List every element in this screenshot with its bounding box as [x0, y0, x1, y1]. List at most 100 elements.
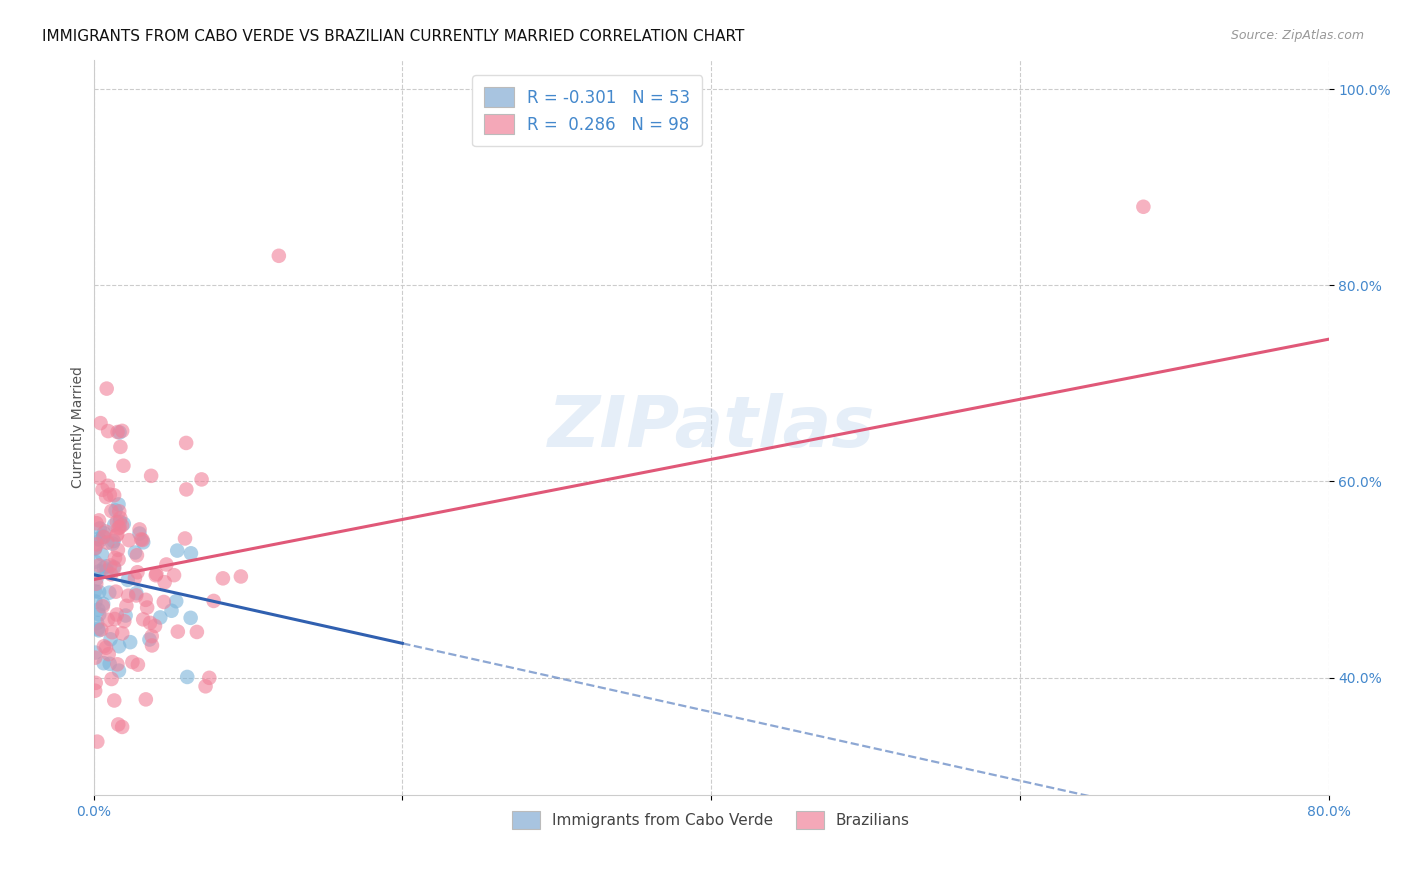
- Point: [108, 639, 131, 653]
- Point: [101, 625, 124, 640]
- Point: [105, 657, 128, 672]
- Point: [180, 611, 202, 625]
- Point: [87, 602, 110, 616]
- Point: [84, 594, 107, 608]
- Point: [124, 571, 146, 585]
- Point: [166, 543, 188, 558]
- Point: [107, 717, 129, 731]
- Point: [117, 573, 139, 587]
- Point: [107, 521, 129, 535]
- Point: [124, 545, 146, 559]
- Point: [166, 624, 188, 639]
- Point: [141, 639, 163, 653]
- Point: [131, 533, 153, 547]
- Point: [103, 693, 125, 707]
- Point: [100, 504, 122, 518]
- Point: [111, 518, 134, 533]
- Point: [103, 517, 125, 532]
- Point: [176, 483, 198, 497]
- Point: [155, 558, 177, 572]
- Point: [103, 560, 125, 574]
- Point: [121, 655, 143, 669]
- Point: [103, 534, 125, 549]
- Point: [180, 546, 202, 560]
- Point: [93, 640, 115, 654]
- Point: [93, 656, 115, 670]
- Point: [89, 607, 111, 622]
- Point: [174, 532, 197, 546]
- Point: [194, 679, 217, 693]
- Point: [112, 516, 135, 531]
- Point: [190, 472, 212, 486]
- Point: [84, 683, 107, 698]
- Point: [145, 566, 167, 581]
- Point: [105, 515, 128, 529]
- Point: [105, 607, 128, 622]
- Point: [135, 592, 157, 607]
- Point: [174, 436, 197, 450]
- Point: [87, 624, 110, 638]
- Point: [128, 523, 150, 537]
- Point: [145, 568, 167, 582]
- Point: [107, 543, 129, 558]
- Point: [97, 424, 120, 438]
- Point: [93, 530, 115, 544]
- Point: [89, 565, 111, 579]
- Point: [125, 586, 148, 600]
- Point: [125, 548, 148, 562]
- Point: [186, 624, 208, 639]
- Point: [84, 541, 107, 556]
- Point: [111, 424, 134, 438]
- Point: [267, 249, 290, 263]
- Point: [87, 558, 110, 573]
- Point: [91, 597, 114, 611]
- Point: [139, 615, 162, 630]
- Point: [104, 551, 127, 566]
- Point: [229, 569, 252, 583]
- Point: [90, 623, 112, 637]
- Point: [103, 488, 125, 502]
- Point: [105, 528, 128, 542]
- Point: [98, 488, 121, 502]
- Point: [1132, 200, 1154, 214]
- Point: [139, 468, 162, 483]
- Text: IMMIGRANTS FROM CABO VERDE VS BRAZILIAN CURRENTLY MARRIED CORRELATION CHART: IMMIGRANTS FROM CABO VERDE VS BRAZILIAN …: [42, 29, 745, 44]
- Point: [108, 425, 131, 440]
- Point: [94, 640, 117, 655]
- Point: [97, 647, 120, 661]
- Point: [89, 585, 111, 599]
- Point: [98, 585, 121, 599]
- Point: [96, 559, 118, 574]
- Point: [115, 599, 138, 613]
- Point: [163, 568, 186, 582]
- Point: [87, 622, 110, 636]
- Point: [84, 576, 107, 591]
- Point: [96, 564, 118, 578]
- Point: [93, 561, 115, 575]
- Point: [97, 613, 120, 627]
- Point: [132, 535, 155, 549]
- Point: [103, 561, 125, 575]
- Point: [108, 515, 131, 529]
- Point: [110, 511, 132, 525]
- Point: [86, 516, 108, 531]
- Point: [101, 536, 124, 550]
- Point: [90, 416, 112, 430]
- Point: [118, 533, 141, 548]
- Point: [98, 657, 121, 671]
- Point: [129, 533, 152, 547]
- Point: [84, 676, 107, 690]
- Point: [153, 595, 176, 609]
- Point: [160, 604, 183, 618]
- Point: [105, 527, 128, 541]
- Point: [84, 555, 107, 569]
- Point: [111, 720, 134, 734]
- Text: ZIPatlas: ZIPatlas: [547, 393, 875, 462]
- Point: [143, 619, 166, 633]
- Point: [86, 734, 108, 748]
- Point: [100, 632, 122, 647]
- Point: [89, 533, 111, 548]
- Point: [100, 567, 122, 582]
- Point: [128, 526, 150, 541]
- Point: [96, 535, 118, 549]
